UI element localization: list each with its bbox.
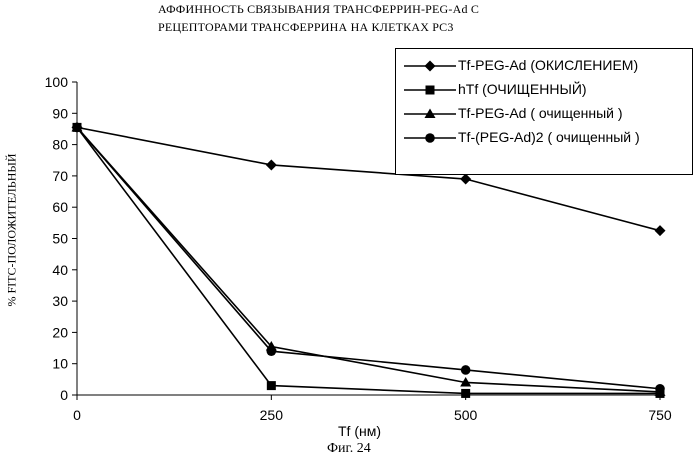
series-4-point bbox=[655, 384, 665, 394]
legend-symbol bbox=[402, 102, 458, 126]
legend-label: Tf-(PEG-Ad)2 ( очищенный ) bbox=[458, 129, 640, 145]
x-tick-label: 750 bbox=[648, 407, 672, 423]
y-tick-label: 80 bbox=[52, 137, 68, 153]
legend-label: hTf (ОЧИЩЕННЫЙ) bbox=[458, 81, 587, 97]
y-tick-label: 20 bbox=[52, 324, 68, 340]
y-tick-label: 40 bbox=[52, 262, 68, 278]
legend-item: Tf-PEG-Ad (ОКИСЛЕНИЕМ) bbox=[396, 54, 692, 78]
series-2-point bbox=[267, 381, 276, 390]
legend-item: Tf-(PEG-Ad)2 ( очищенный ) bbox=[396, 126, 692, 150]
legend-item: Tf-PEG-Ad ( очищенный ) bbox=[396, 102, 692, 126]
series-1-point bbox=[655, 225, 666, 236]
series-1-point bbox=[266, 159, 277, 170]
y-tick-label: 70 bbox=[52, 168, 68, 184]
series-4-point bbox=[461, 365, 471, 375]
y-tick-label: 0 bbox=[60, 387, 68, 403]
chart-legend: Tf-PEG-Ad (ОКИСЛЕНИЕМ) hTf (ОЧИЩЕННЫЙ) Tf-… bbox=[395, 48, 693, 175]
y-tick-label: 50 bbox=[52, 231, 68, 247]
x-tick-label: 500 bbox=[454, 407, 478, 423]
y-tick-label: 30 bbox=[52, 293, 68, 309]
legend-item: hTf (ОЧИЩЕННЫЙ) bbox=[396, 78, 692, 102]
series-4-point bbox=[72, 123, 82, 133]
legend-symbol bbox=[402, 78, 458, 102]
legend-marker bbox=[425, 61, 436, 72]
legend-symbol bbox=[402, 54, 458, 78]
series-1-point bbox=[460, 174, 471, 185]
series-2-point bbox=[461, 389, 470, 398]
x-axis-label: Tf (нм) bbox=[338, 423, 381, 439]
y-tick-label: 100 bbox=[45, 74, 69, 90]
legend-marker bbox=[425, 133, 435, 143]
y-tick-label: 10 bbox=[52, 356, 68, 372]
legend-symbol bbox=[402, 126, 458, 150]
figure-caption: Фиг. 24 bbox=[327, 441, 371, 457]
x-tick-label: 250 bbox=[260, 407, 284, 423]
legend-label: Tf-PEG-Ad (ОКИСЛЕНИЕМ) bbox=[458, 57, 638, 73]
series-4-point bbox=[267, 346, 277, 356]
y-tick-label: 90 bbox=[52, 105, 68, 121]
x-tick-label: 0 bbox=[73, 407, 81, 423]
legend-marker bbox=[426, 86, 435, 95]
legend-label: Tf-PEG-Ad ( очищенный ) bbox=[458, 105, 623, 121]
y-tick-label: 60 bbox=[52, 199, 68, 215]
